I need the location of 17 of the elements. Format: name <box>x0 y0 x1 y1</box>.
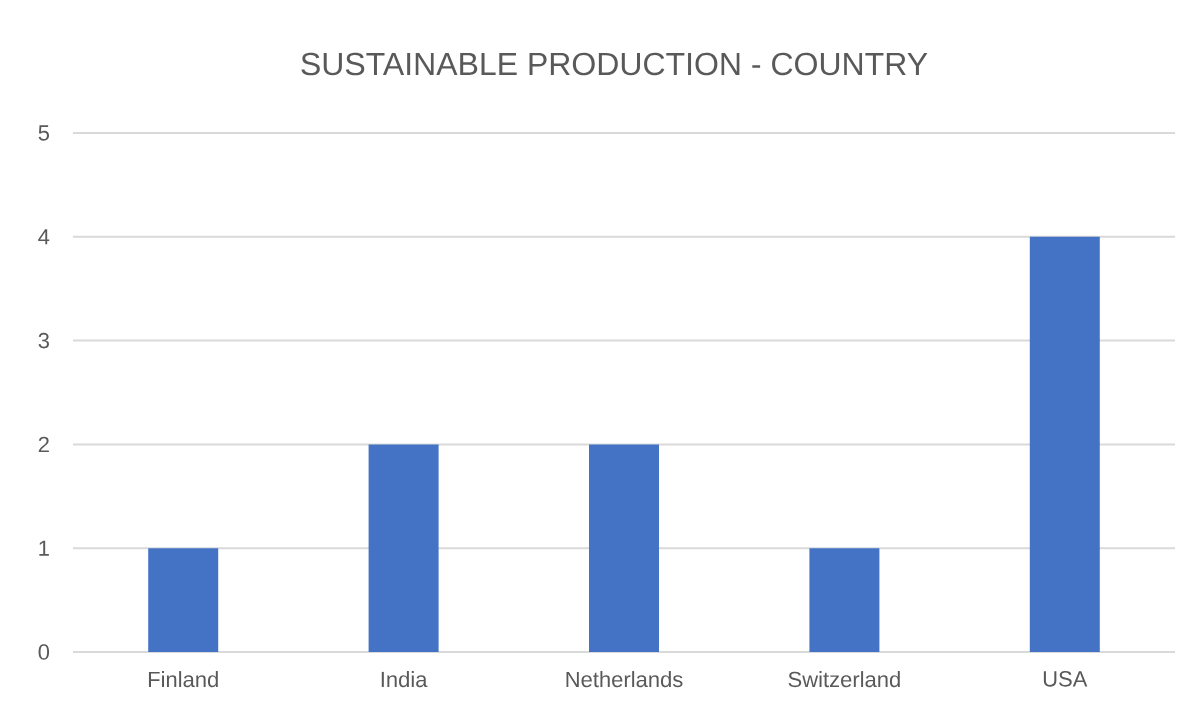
bar <box>809 548 880 652</box>
chart-title: SUSTAINABLE PRODUCTION - COUNTRY <box>301 52 928 76</box>
bar <box>148 548 219 652</box>
x-tick-label: India <box>381 671 428 688</box>
x-tick-label: Switzerland <box>788 671 900 688</box>
y-tick-label: 5 <box>38 125 49 141</box>
bar <box>589 444 659 652</box>
x-tick-label: Netherlands <box>566 671 683 688</box>
bar <box>1029 236 1100 652</box>
y-tick-label: 1 <box>39 540 49 556</box>
y-tick-label: 3 <box>38 332 49 349</box>
x-tick-label: Finland <box>148 671 218 688</box>
y-tick-label: 0 <box>38 644 50 660</box>
y-tick-label: 2 <box>38 436 49 453</box>
bar <box>368 444 439 652</box>
y-tick-label: 4 <box>38 229 50 245</box>
x-tick-label: USA <box>1043 671 1088 687</box>
